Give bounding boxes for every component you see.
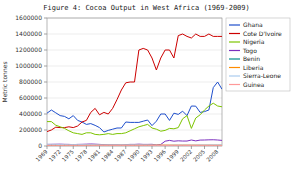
x-tick-label: 1987 [113,148,127,162]
y-tick-label: 1000000 [15,62,42,69]
x-tick [191,146,192,149]
x-tick [165,146,166,149]
title: Figure 4: Cocoa Output in West Africa (1… [43,4,250,12]
chart: 0 200000 400000 600000 800000 1000000 1200000 1… [0,0,293,172]
plot-frame [47,18,222,146]
x-tick [138,146,139,149]
legend-swatch [229,33,240,34]
y-tick [44,146,47,147]
legend-swatch [229,24,240,25]
legend-swatch [229,84,240,85]
x-tick-label: 1984 [100,148,114,162]
x-tick-label: 2008 [205,148,219,162]
grid-line [47,98,222,99]
x-tick-label: 2005 [192,148,206,162]
legend-swatch [229,67,240,68]
series-line [47,145,222,146]
series-line [47,140,222,145]
legend-label: Sierra-Leone [243,72,281,79]
y-axis-label: Metric tonnes [1,61,8,102]
y-tick [44,66,47,67]
legend-label: Ghana [243,21,263,28]
x-tick [217,146,218,149]
y-tick-label: 1600000 [15,14,42,21]
grid-line [47,114,222,115]
x-tick-label: 1978 [74,148,88,162]
y-tick [44,114,47,115]
grid-line [47,130,222,131]
x-tick [204,146,205,149]
series-line [47,144,222,146]
series-group [47,34,222,146]
y-tick-label: 1200000 [15,46,42,53]
y-tick-label: 800000 [19,78,42,85]
x-tick-label: 1999 [166,148,180,162]
legend-label: Guinea [243,81,265,88]
legend: Ghana Cote D'IvoireNigeriaTogoBenin Liberi… [226,18,290,91]
x-tick [99,146,100,149]
legend-label: Togo [242,47,257,55]
y-tick [44,98,47,99]
series-line [47,145,222,146]
legend-swatch [229,41,240,42]
y-tick [44,18,47,19]
x-tick [178,146,179,149]
x-tick [112,146,113,149]
x-tick-label: 1990 [126,148,140,162]
series-line [47,34,222,132]
x-tick [73,146,74,149]
y-tick-label: 400000 [19,110,42,117]
y-tick [44,130,47,131]
series-line [47,145,222,146]
legend-label: Liberia [243,64,264,71]
y-tick-label: 1400000 [15,30,42,37]
x-tick-label: 1975 [61,148,75,162]
x-tick-label: 1981 [87,148,101,162]
x-tick-label: 1993 [140,148,154,162]
series-line [47,103,222,135]
y-tick-label: 0 [38,142,42,149]
x-tick-label: 1969 [35,148,49,162]
x-tick [47,146,48,149]
legend-swatch [229,75,240,76]
series-line [47,82,222,132]
x-tick-label: 2002 [179,148,193,162]
x-tick [125,146,126,149]
y-tick-label: 200000 [19,126,42,133]
x-tick-label: 1996 [153,148,167,162]
x-tick [60,146,61,149]
grid-line [47,50,222,51]
legend-box [226,18,290,91]
y-tick-label: 600000 [19,94,42,101]
x-tick-label: 1972 [48,148,62,162]
x-tick [86,146,87,149]
legend-label: Benin [243,55,260,62]
x-tick [152,146,153,149]
legend-swatch [229,50,240,51]
grid-line [47,66,222,67]
y-tick [44,34,47,35]
y-tick [44,82,47,83]
y-tick [44,50,47,51]
legend-swatch [229,58,240,59]
legend-label: Nigeria [243,38,265,46]
legend-label: Cote D'Ivoire [243,30,282,37]
